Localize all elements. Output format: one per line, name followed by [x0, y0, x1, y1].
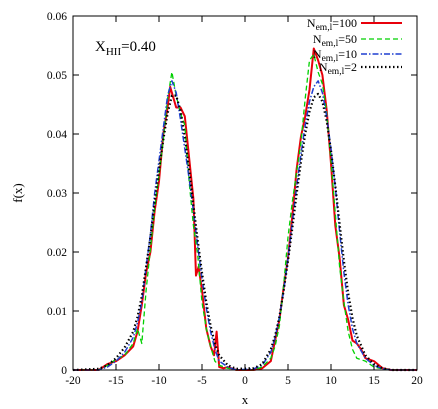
y-tick-label: 0.01	[47, 306, 67, 318]
legend-label-1: Nem,l=50	[313, 32, 357, 49]
series-line-1	[73, 53, 417, 371]
legend-label-rest: =50	[338, 32, 357, 46]
series-layer	[72, 47, 417, 372]
x-tick-label: 10	[325, 375, 337, 387]
legend-label-sub: em,l	[322, 39, 339, 49]
legend-label-base: N	[313, 32, 322, 46]
legend-label-2: Nem,l=10	[313, 47, 357, 64]
legend-label-rest: =100	[332, 16, 357, 30]
legend-label-rest: =10	[338, 47, 357, 61]
x-tick-label: -10	[151, 375, 167, 387]
y-tick-label: 0.06	[47, 11, 67, 23]
x-tick-label: -20	[65, 375, 81, 387]
y-tick-label: 0.05	[47, 70, 67, 82]
plot-frame	[72, 15, 418, 371]
legend-label-rest: =2	[344, 60, 357, 74]
annotation-base: X	[95, 39, 106, 55]
y-axis-label: f(x)	[10, 183, 25, 203]
legend-label-sub: em,l	[322, 54, 339, 64]
x-tick-label: -15	[108, 375, 124, 387]
y-tick-label: 0	[61, 365, 67, 377]
legend-label-0: Nem,l=100	[307, 16, 357, 33]
legend-label-sub: em,l	[328, 67, 345, 77]
y-tick-label: 0.03	[47, 188, 67, 200]
y-tick-label: 0.04	[47, 129, 67, 141]
legend-label-sub: em,l	[316, 23, 333, 33]
legend-label-base: N	[319, 60, 328, 74]
series-line-0	[73, 47, 417, 371]
y-tick-label: 0.02	[47, 247, 67, 259]
annotation-xhii: XHII=0.40	[95, 39, 156, 58]
annotation-rest: =0.40	[121, 39, 156, 55]
legend-label-base: N	[313, 47, 322, 61]
x-tick-label: 0	[242, 375, 248, 387]
x-tick-label: 20	[411, 375, 423, 387]
x-tick-label: 15	[368, 375, 380, 387]
legend-label-base: N	[307, 16, 316, 30]
ticks-layer: -20 -15 -10 -5 0 5 10 15 20 0 0.01 0.02 0.03 0.04 0.05…	[47, 11, 423, 387]
series-line-2	[73, 80, 417, 371]
x-tick-label: -5	[197, 375, 207, 387]
x-tick-label: 5	[285, 375, 291, 387]
series-line-3	[72, 92, 417, 372]
annotation-sub: HII	[106, 46, 122, 58]
legend-label-3: Nem,l=2	[319, 60, 357, 77]
x-axis-label: x	[242, 392, 249, 407]
